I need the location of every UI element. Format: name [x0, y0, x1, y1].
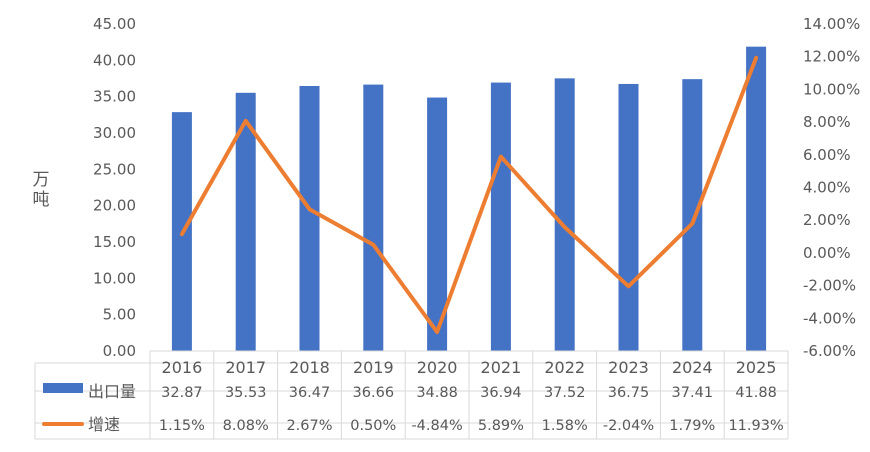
- y-axis-label: 万吨: [33, 170, 50, 210]
- export-value-cell: 37.41: [672, 385, 714, 401]
- category-label: 2020: [417, 358, 458, 377]
- bar-2025: [746, 46, 767, 352]
- left-tick-label: 45.00: [93, 15, 136, 33]
- data-table: 2016 2017 2018 2019 2020 2021 2022 2023 2024 2025…: [34, 350, 789, 440]
- right-tick-label: -4.00%: [803, 309, 856, 327]
- left-tick-label: 40.00: [93, 51, 136, 69]
- export-value-cell: 36.75: [608, 385, 650, 401]
- left-tick-label: 0.00: [103, 342, 136, 360]
- left-tick-label: 35.00: [93, 88, 136, 106]
- category-label: 2017: [225, 358, 266, 377]
- left-tick-label: 10.00: [93, 269, 136, 287]
- left-tick-label: 25.00: [93, 160, 136, 178]
- growth-value-cell: 1.79%: [669, 418, 715, 434]
- right-axis: -6.00% -4.00% -2.00% 0.00% 2.00% 4.00% 6.00% 8.…: [803, 15, 860, 360]
- growth-line: [179, 55, 759, 334]
- growth-value-cell: -4.84%: [411, 418, 462, 434]
- export-value-cell: 36.94: [480, 385, 522, 401]
- right-tick-label: 14.00%: [803, 15, 860, 33]
- growth-value-cell: 8.08%: [223, 418, 269, 434]
- left-axis: 0.00 5.00 10.00 15.00 20.00 25.00 30.00 35.00 40…: [93, 15, 136, 360]
- bar-series: [171, 46, 767, 352]
- export-value-cell: 36.66: [353, 385, 395, 401]
- growth-value-cell: 5.89%: [478, 418, 524, 434]
- export-value-cell: 37.52: [544, 385, 586, 401]
- growth-value-cell: 0.50%: [350, 418, 396, 434]
- line-series: [179, 55, 759, 334]
- bar-2023: [618, 83, 639, 351]
- right-tick-label: 0.00%: [803, 244, 851, 262]
- right-tick-label: 8.00%: [803, 113, 851, 131]
- bar-2021: [490, 82, 511, 351]
- growth-value-cell: -2.04%: [603, 418, 654, 434]
- right-tick-label: 10.00%: [803, 80, 860, 98]
- export-value-cell: 32.87: [161, 385, 203, 401]
- left-tick-label: 30.00: [93, 124, 136, 142]
- right-tick-label: -6.00%: [803, 342, 856, 360]
- export-value-cell: 36.47: [289, 385, 331, 401]
- category-label: 2016: [162, 358, 203, 377]
- legend-bar-swatch: [43, 383, 83, 393]
- left-tick-label: 15.00: [93, 233, 136, 251]
- category-label: 2021: [481, 358, 522, 377]
- bar-2018: [299, 85, 320, 351]
- category-label: 2019: [353, 358, 394, 377]
- export-value-cell: 34.88: [416, 385, 458, 401]
- category-label: 2022: [544, 358, 585, 377]
- growth-value-cell: 2.67%: [286, 418, 332, 434]
- export-value-cell: 41.88: [735, 385, 777, 401]
- right-tick-label: 2.00%: [803, 211, 851, 229]
- right-tick-label: 4.00%: [803, 179, 851, 197]
- category-label: 2023: [608, 358, 649, 377]
- export-value-cell: 35.53: [225, 385, 267, 401]
- growth-value-cell: 1.58%: [542, 418, 588, 434]
- bar-2024: [682, 79, 703, 352]
- left-tick-label: 20.00: [93, 197, 136, 215]
- bar-2019: [363, 84, 384, 351]
- growth-value-cell: 11.93%: [728, 418, 783, 434]
- legend-line-label: 增速: [88, 415, 120, 434]
- right-tick-label: 6.00%: [803, 146, 851, 164]
- bar-2022: [554, 78, 575, 351]
- right-tick-label: -2.00%: [803, 277, 856, 295]
- bar-2017: [235, 92, 256, 351]
- right-tick-label: 12.00%: [803, 48, 860, 66]
- bar-2020: [427, 97, 448, 351]
- category-label: 2024: [672, 358, 713, 377]
- legend-bar-label: 出口量: [88, 382, 136, 401]
- category-label: 2018: [289, 358, 330, 377]
- category-label: 2025: [736, 358, 777, 377]
- growth-value-cell: 1.15%: [159, 418, 205, 434]
- left-tick-label: 5.00: [103, 306, 136, 324]
